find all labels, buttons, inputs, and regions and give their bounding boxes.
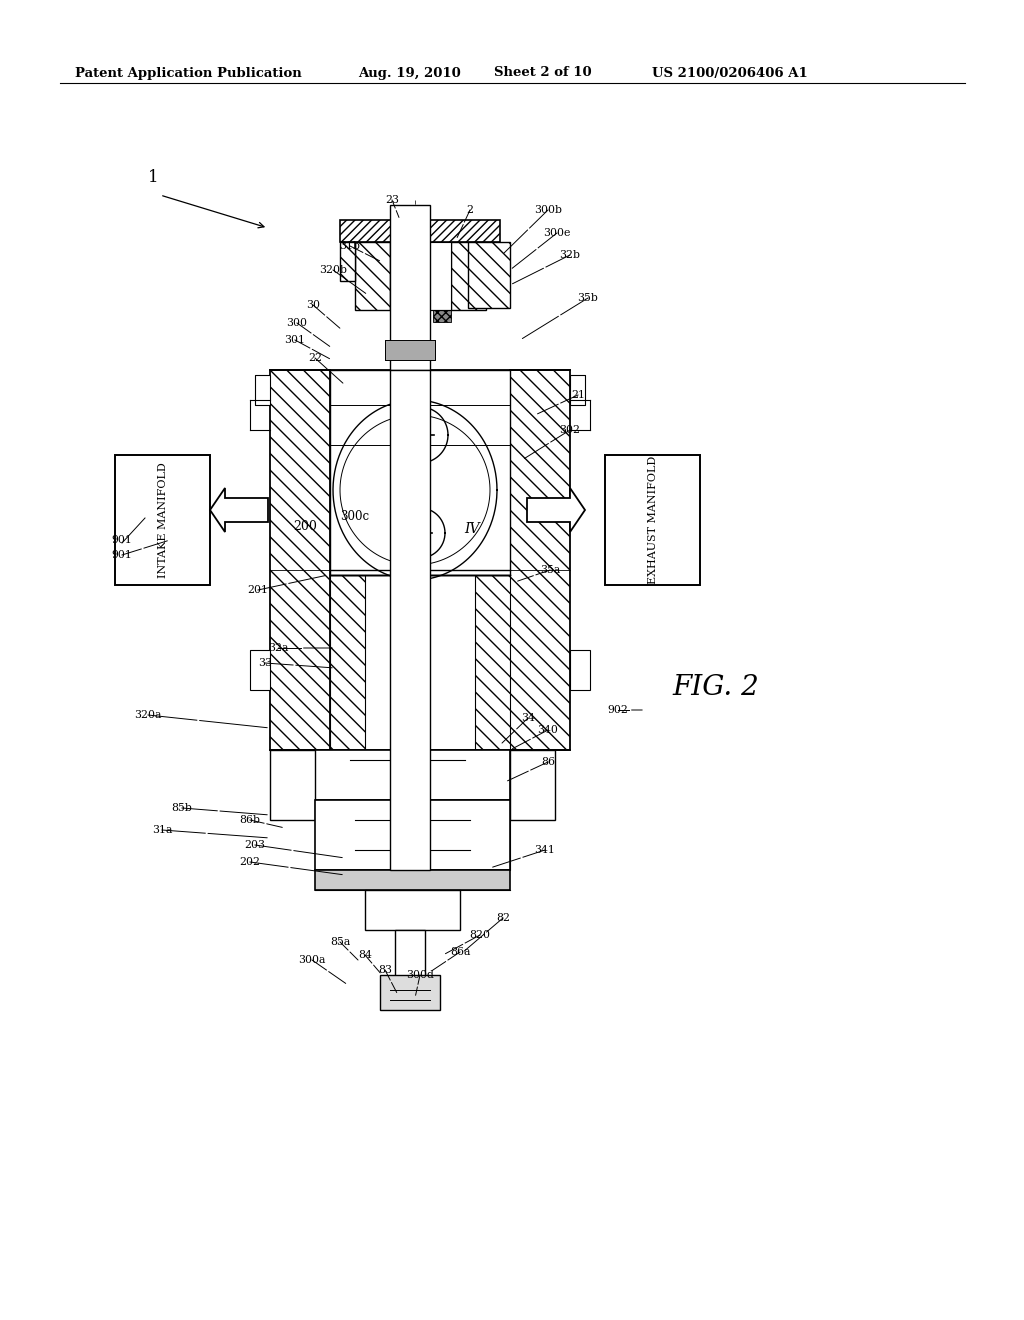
Text: 30: 30 (306, 300, 319, 310)
Bar (570, 375, 585, 405)
Text: 35b: 35b (578, 293, 598, 304)
Polygon shape (210, 488, 268, 532)
Text: 83: 83 (378, 965, 392, 975)
Bar (390, 272, 408, 322)
Text: 33: 33 (258, 657, 272, 668)
Text: 86a: 86a (450, 946, 470, 957)
Bar (350, 760, 388, 805)
Bar (465, 750, 510, 800)
Bar (250, 649, 270, 690)
Text: 320a: 320a (134, 710, 162, 719)
Text: 340: 340 (538, 725, 558, 735)
Bar (475, 576, 510, 750)
Text: 23: 23 (385, 195, 399, 205)
Text: 85a: 85a (330, 937, 350, 946)
Text: 34: 34 (521, 713, 535, 723)
Text: 302: 302 (559, 425, 581, 436)
Bar (330, 576, 365, 750)
Text: 32b: 32b (559, 249, 581, 260)
Text: US 2100/0206406 A1: US 2100/0206406 A1 (652, 66, 808, 79)
Bar (315, 870, 510, 890)
Bar (335, 560, 355, 610)
Circle shape (389, 904, 401, 916)
Text: 201: 201 (248, 585, 268, 595)
Bar (468, 242, 510, 308)
Bar (310, 750, 350, 800)
Text: 85b: 85b (172, 803, 193, 813)
Text: 300b: 300b (534, 205, 562, 215)
Text: Sheet 2 of 10: Sheet 2 of 10 (494, 66, 592, 79)
Text: EXHAUST MANIFOLD: EXHAUST MANIFOLD (647, 455, 657, 585)
Text: 300d: 300d (407, 970, 434, 979)
Text: 820: 820 (469, 931, 490, 940)
Text: 901: 901 (112, 535, 132, 545)
Text: 901: 901 (112, 550, 132, 560)
Bar (395, 931, 425, 985)
Text: 341: 341 (535, 845, 555, 855)
Bar (355, 242, 390, 310)
Text: 35a: 35a (540, 565, 560, 576)
Text: 902: 902 (607, 705, 629, 715)
Text: 32a: 32a (268, 643, 288, 653)
Bar (255, 375, 270, 405)
Text: 86: 86 (541, 756, 555, 767)
Bar (340, 220, 500, 242)
Bar (270, 370, 330, 750)
Bar (390, 370, 430, 870)
Bar (115, 455, 210, 585)
Bar (315, 800, 510, 870)
Text: 200: 200 (293, 520, 317, 533)
Bar (270, 750, 315, 820)
Text: 300c: 300c (340, 510, 370, 523)
Bar (315, 800, 355, 870)
Bar (425, 760, 463, 805)
Text: Aug. 19, 2010: Aug. 19, 2010 (358, 66, 461, 79)
Bar (340, 242, 355, 281)
Text: INTAKE MANIFOLD: INTAKE MANIFOLD (158, 462, 168, 578)
Bar (310, 750, 510, 800)
Bar (390, 242, 451, 310)
Bar (365, 890, 460, 931)
Bar (605, 455, 700, 585)
Bar (510, 370, 570, 750)
Text: 300a: 300a (298, 954, 326, 965)
Text: 301: 301 (285, 335, 305, 345)
Text: 203: 203 (245, 840, 265, 850)
Text: 84: 84 (358, 950, 372, 960)
Bar (570, 649, 590, 690)
Bar (390, 205, 430, 370)
Bar (385, 341, 435, 360)
Text: 82: 82 (496, 913, 510, 923)
Text: 320b: 320b (319, 265, 347, 275)
Bar (451, 242, 486, 310)
Bar (272, 766, 313, 795)
Text: 300: 300 (287, 318, 307, 327)
Bar (255, 375, 270, 405)
Bar (470, 800, 510, 870)
Circle shape (371, 904, 383, 916)
Bar (570, 375, 585, 405)
Text: 2: 2 (467, 205, 473, 215)
Text: IV: IV (464, 521, 480, 536)
Text: 300e: 300e (544, 228, 570, 238)
Text: 31b: 31b (340, 242, 360, 251)
Bar (433, 272, 451, 322)
Circle shape (407, 904, 419, 916)
Text: FIG. 2: FIG. 2 (672, 675, 759, 701)
Bar (330, 370, 510, 576)
Bar (510, 750, 555, 820)
Text: 22: 22 (308, 352, 322, 363)
Polygon shape (527, 488, 585, 532)
Text: 21: 21 (571, 389, 585, 400)
Text: 1: 1 (148, 169, 159, 186)
Bar (385, 341, 435, 360)
Bar (485, 560, 505, 610)
Bar (512, 766, 553, 795)
Bar (380, 975, 440, 1010)
Text: Patent Application Publication: Patent Application Publication (75, 66, 302, 79)
Text: 86b: 86b (240, 814, 260, 825)
Text: 202: 202 (240, 857, 260, 867)
Text: 31a: 31a (152, 825, 172, 836)
